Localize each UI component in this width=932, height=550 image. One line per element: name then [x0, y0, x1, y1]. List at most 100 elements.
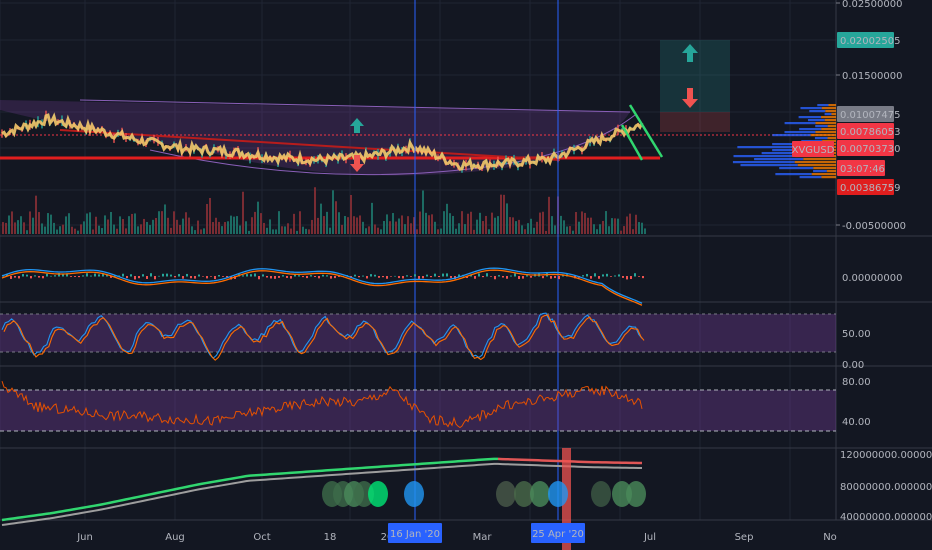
volume-bar	[350, 194, 352, 234]
macd-histogram-bar	[414, 274, 416, 277]
volume-profile-bar	[815, 125, 828, 128]
price-line	[1, 112, 644, 173]
macd-histogram-bar	[354, 274, 356, 277]
volume-bar	[131, 213, 133, 234]
volume-bar	[290, 228, 292, 234]
volume-bar	[482, 221, 484, 234]
macd-histogram-bar	[458, 274, 460, 277]
volume-bar	[419, 211, 421, 234]
volume-bar	[170, 227, 172, 234]
macd-histogram-bar	[522, 276, 524, 279]
volume-bar	[221, 226, 223, 234]
volume-bar	[362, 221, 364, 234]
volume-profile-bar	[772, 134, 811, 137]
macd-histogram-bar	[594, 273, 596, 277]
macd-histogram-bar	[10, 276, 12, 279]
volume-bar	[461, 211, 463, 234]
volume-bar	[332, 190, 334, 234]
volume-profile-bar	[799, 128, 822, 131]
macd-histogram-bar	[322, 274, 324, 277]
macd-histogram-bar	[34, 275, 36, 277]
volume-bar	[215, 217, 217, 234]
volume-profile-bar	[811, 173, 836, 176]
macd-histogram-bar	[242, 275, 244, 277]
volume-bar	[377, 227, 379, 234]
rsi-line	[1, 380, 643, 429]
volume-bar	[182, 218, 184, 234]
macd-histogram-bar	[94, 273, 96, 277]
price-marker-label: 0.02002505	[840, 36, 900, 47]
volume-bar	[287, 223, 289, 234]
volume-bar	[8, 215, 10, 234]
volume-bar	[137, 226, 139, 234]
macd-histogram-bar	[86, 273, 88, 277]
volume-bar	[95, 216, 97, 234]
volume-bar	[44, 226, 46, 234]
macd-histogram-bar	[278, 276, 280, 278]
macd-histogram-bar	[22, 274, 24, 277]
macd-tick-label: 0.00000000	[842, 273, 902, 284]
macd-histogram-bar	[526, 275, 528, 277]
macd-histogram-bar	[218, 275, 220, 277]
macd-histogram-bar	[314, 276, 316, 278]
volume-bar	[359, 215, 361, 234]
volume-bar	[185, 212, 187, 234]
volume-profile-bar	[772, 143, 811, 146]
time-tick-label: Oct	[253, 532, 270, 543]
volume-bar	[455, 228, 457, 234]
volume-bar	[248, 230, 250, 234]
volume-bar	[584, 212, 586, 234]
macd-histogram-bar	[434, 273, 436, 277]
volume-bar	[80, 224, 82, 234]
volume-bar	[47, 213, 49, 234]
macd-histogram-bar	[446, 273, 448, 277]
price-marker-badge	[837, 32, 894, 48]
volume-bar	[98, 225, 100, 234]
volume-bar	[320, 203, 322, 234]
volume-profile-bar	[779, 167, 814, 170]
channel-upper-line	[79, 99, 631, 113]
macd-histogram-bar	[294, 273, 296, 277]
volume-bar	[38, 212, 40, 234]
volume-bar	[404, 224, 406, 234]
macd-histogram-bar	[358, 276, 360, 278]
volume-bar	[503, 194, 505, 234]
volume-bar	[125, 228, 127, 234]
volume-bar	[305, 228, 307, 234]
volume-bar	[167, 217, 169, 234]
rsi-band	[0, 390, 836, 431]
volume-bar	[74, 228, 76, 234]
macd-histogram-bar	[174, 276, 176, 278]
macd-histogram-bar	[98, 274, 100, 277]
volume-bar	[101, 228, 103, 234]
volume-bar	[194, 230, 196, 234]
volume-bar	[35, 195, 37, 234]
volume-profile-bar	[821, 107, 836, 110]
macd-histogram-bar	[382, 276, 384, 278]
macd-histogram-bar	[582, 275, 584, 277]
price-marker-label: 0.00703730	[840, 144, 900, 155]
price-marker-label: 0.01007475	[840, 110, 900, 121]
obv-tick-label: 120000000.00000000	[840, 450, 932, 461]
volume-bar	[272, 229, 274, 234]
macd-histogram-bar	[390, 276, 392, 277]
macd-histogram-bar	[422, 276, 424, 279]
macd-histogram-bar	[130, 274, 132, 277]
volume-bar	[587, 217, 589, 234]
volume-bar	[509, 217, 511, 234]
position-down-arrow-icon	[682, 88, 698, 108]
obv-signal-bubble	[496, 481, 516, 507]
volume-bar	[149, 225, 151, 234]
macd-histogram-bar	[214, 276, 216, 280]
volume-profile-bar	[824, 119, 836, 122]
volume-bar	[425, 212, 427, 234]
time-highlight-label: 25 Apr '20	[532, 529, 584, 540]
volume-bar	[416, 229, 418, 234]
volume-bar	[341, 224, 343, 234]
obv-tick-label: 40000000.00000000	[840, 512, 932, 523]
obv-ma-line	[1, 462, 643, 526]
volume-profile-bar	[813, 170, 827, 173]
macd-histogram-bar	[142, 274, 144, 277]
